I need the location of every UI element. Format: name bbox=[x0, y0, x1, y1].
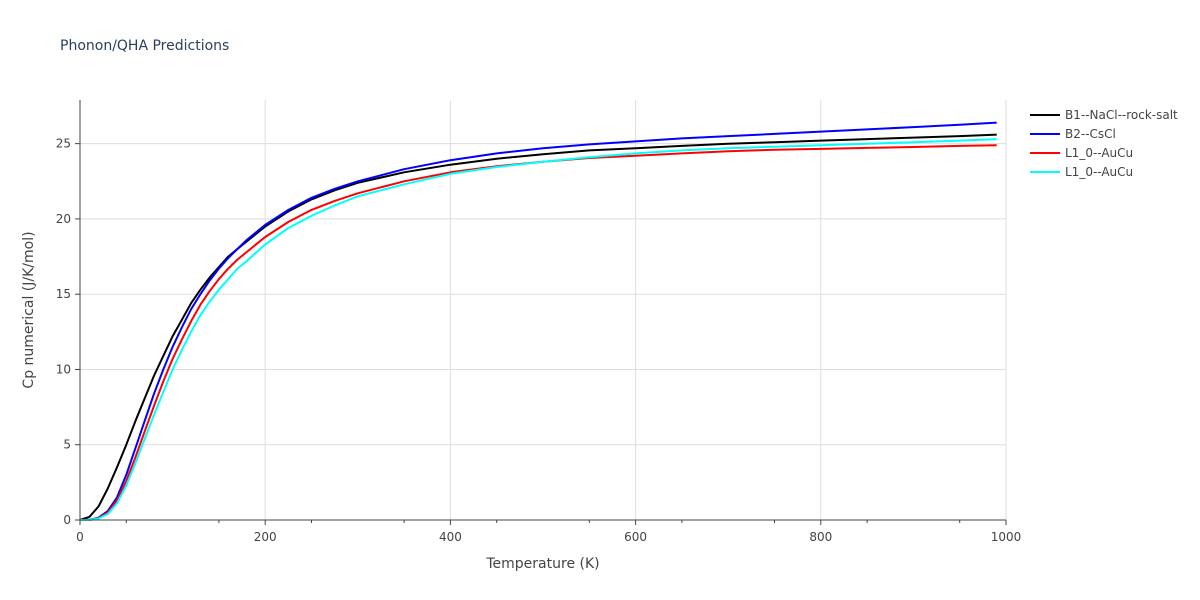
gridlines bbox=[80, 100, 1007, 520]
legend-item-2[interactable]: B2--CsCl bbox=[1030, 127, 1116, 141]
x-tick-label: 1000 bbox=[991, 530, 1022, 544]
legend-item-3[interactable]: L1_0--AuCu bbox=[1030, 146, 1133, 160]
chart-title: Phonon/QHA Predictions bbox=[60, 38, 229, 54]
x-tick-label: 800 bbox=[809, 530, 832, 544]
x-axis-ticks: 0 200 400 600 800 1000 bbox=[76, 520, 1021, 544]
x-tick-label: 600 bbox=[624, 530, 647, 544]
y-axis-title: Cp numerical (J/K/mol) bbox=[21, 231, 37, 388]
series-line-3 bbox=[80, 144, 997, 521]
x-tick-label: 400 bbox=[439, 530, 462, 544]
legend[interactable]: B1--NaCl--rock-salt B2--CsCl L1_0--AuCu L1_… bbox=[1030, 108, 1178, 179]
y-tick-label: 15 bbox=[56, 287, 71, 301]
y-tick-label: 0 bbox=[63, 513, 71, 527]
legend-item-1[interactable]: B1--NaCl--rock-salt bbox=[1030, 108, 1178, 122]
legend-label: L1_0--AuCu bbox=[1065, 165, 1133, 179]
legend-item-4[interactable]: L1_0--AuCu bbox=[1030, 165, 1133, 179]
series-line-1 bbox=[79, 133, 997, 521]
series-line-2 bbox=[80, 121, 997, 521]
axes bbox=[79, 100, 1006, 521]
y-tick-label: 10 bbox=[56, 362, 71, 376]
y-tick-label: 20 bbox=[56, 212, 71, 226]
x-tick-label: 0 bbox=[76, 530, 84, 544]
legend-label: L1_0--AuCu bbox=[1065, 146, 1133, 160]
x-axis-title: Temperature (K) bbox=[485, 556, 599, 572]
series-line-4 bbox=[80, 138, 997, 521]
legend-label: B1--NaCl--rock-salt bbox=[1065, 108, 1178, 122]
y-tick-label: 25 bbox=[56, 137, 71, 151]
legend-label: B2--CsCl bbox=[1065, 127, 1116, 141]
y-axis-ticks: 0 5 10 15 20 25 bbox=[56, 137, 80, 527]
x-tick-label: 200 bbox=[254, 530, 277, 544]
series-lines bbox=[79, 121, 997, 521]
y-tick-label: 5 bbox=[63, 438, 71, 452]
